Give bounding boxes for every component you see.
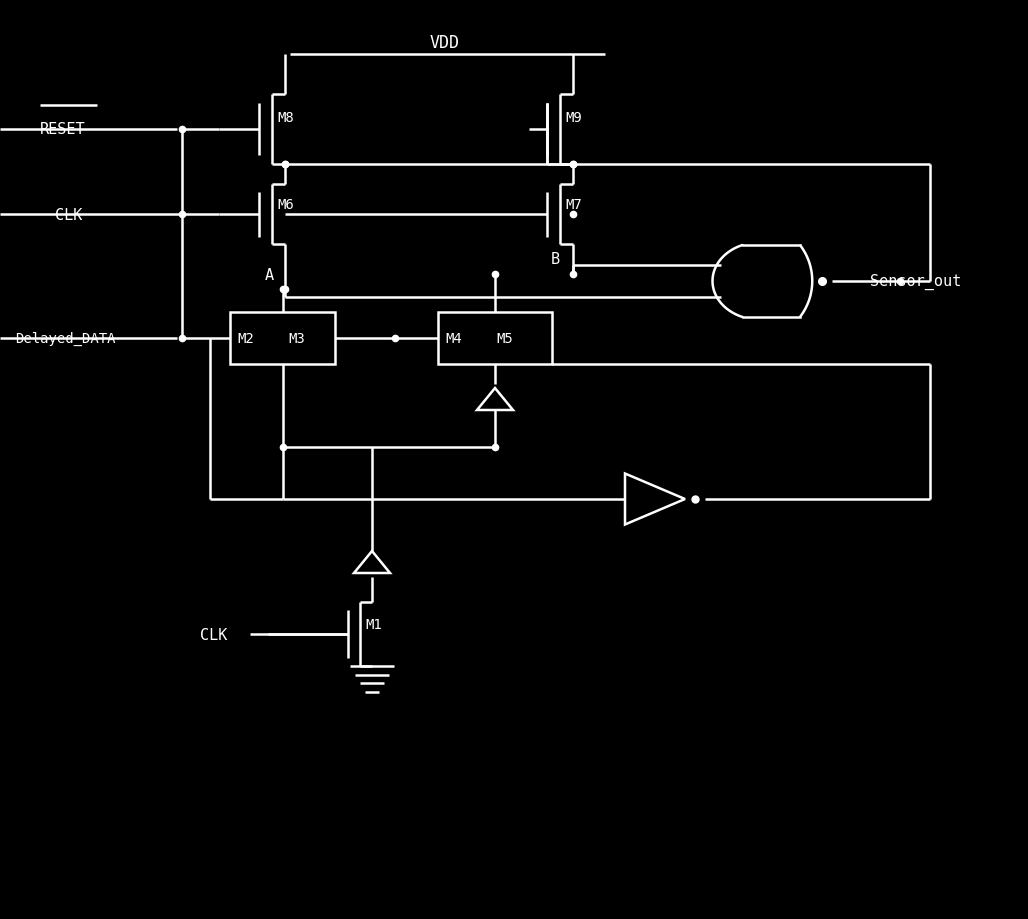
Text: RESET: RESET: [40, 122, 85, 137]
Text: M1: M1: [365, 618, 381, 631]
Text: Delayed_DATA: Delayed_DATA: [15, 332, 115, 346]
Text: M8: M8: [277, 111, 294, 125]
Text: M4: M4: [445, 332, 462, 346]
Text: M2: M2: [237, 332, 254, 346]
Text: Sensor_out: Sensor_out: [870, 274, 961, 289]
Text: M9: M9: [565, 111, 582, 125]
Text: CLK: CLK: [56, 208, 82, 222]
Text: M7: M7: [565, 198, 582, 211]
Bar: [230, 312, 335, 365]
Text: M3: M3: [288, 332, 304, 346]
Bar: [438, 312, 552, 365]
Text: M5: M5: [495, 332, 513, 346]
Text: VDD: VDD: [430, 34, 460, 52]
Text: A: A: [265, 267, 274, 282]
Text: CLK: CLK: [200, 627, 227, 641]
Text: B: B: [551, 252, 560, 267]
Text: M6: M6: [277, 198, 294, 211]
